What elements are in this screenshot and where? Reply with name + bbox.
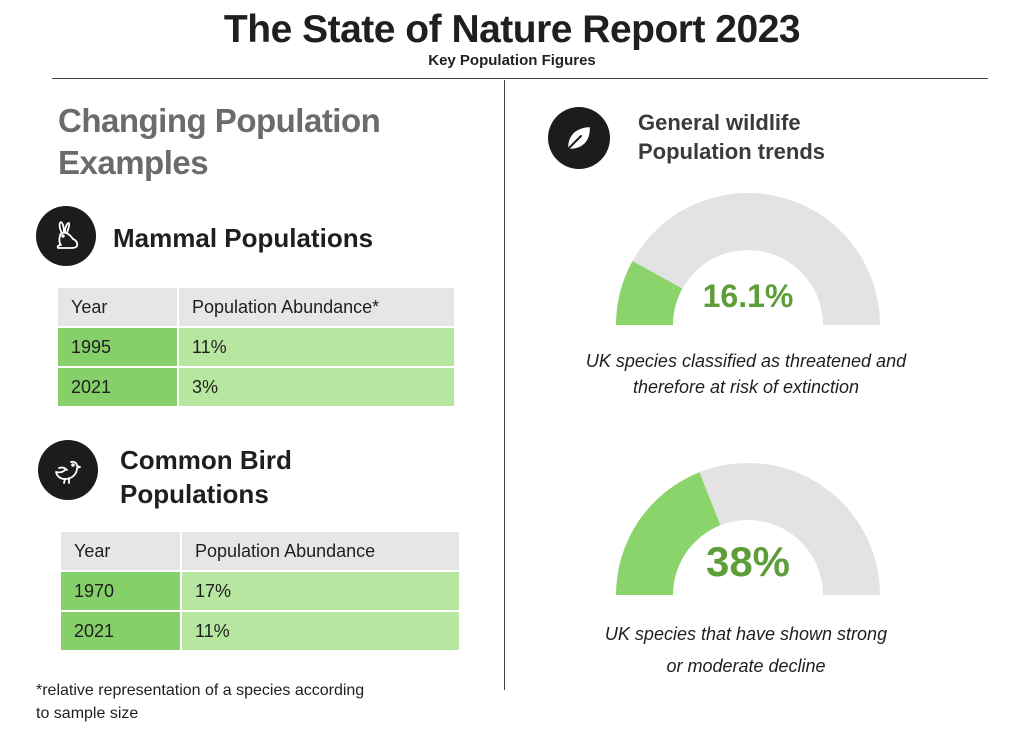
mammal-heading: Mammal Populations [113,223,374,253]
decline-caption-line2: or moderate decline [666,656,826,676]
bird-icon [38,440,98,500]
decline-caption: UK species that have shown strong or mod… [540,618,952,682]
threatened-caption-line2: therefore at risk of extinction [632,377,860,397]
bird-heading-line1: Common Bird [120,445,292,475]
abundance-cell: 17% [180,570,461,612]
rabbit-icon [36,206,96,266]
report-title: The State of Nature Report 2023 [223,8,801,51]
footnote-line2: to sample size [36,705,139,722]
column-divider [504,80,505,690]
gauge-track [632,192,880,325]
decline-gauge-value: 38% [705,538,791,585]
column-header-abundance: Population Abundance [180,530,461,572]
gauge-fill [616,261,683,325]
table-header-row: Year Population Abundance [59,530,461,572]
year-cell: 1970 [59,570,182,612]
decline-caption-line1: UK species that have shown strong [604,624,888,644]
gauge-fill [616,472,721,595]
threatened-gauge [616,192,880,325]
bird-table: Year Population Abundance 1970 17% 2021 … [59,530,461,652]
table-row: 2021 3% [56,366,456,408]
gauge-track [699,463,880,595]
year-cell: 2021 [56,366,179,408]
footnote-line1: *relative representation of a species ac… [36,682,365,699]
year-cell: 2021 [59,610,182,652]
report-subtitle: Key Population Figures [428,52,596,69]
threatened-caption: UK species classified as threatened and … [540,348,952,400]
trends-heading-line1: General wildlife [638,110,801,135]
footnote: *relative representation of a species ac… [36,679,466,725]
section-heading: Changing Population Examples [58,100,478,184]
header-divider [52,78,988,79]
trends-heading-line2: Population trends [638,139,825,164]
year-cell: 1995 [56,326,179,368]
table-row: 1970 17% [59,570,461,612]
column-header-year: Year [56,286,179,328]
table-row: 2021 11% [59,610,461,652]
mammal-table: Year Population Abundance* 1995 11% 2021… [56,286,456,408]
trends-heading: General wildlife Population trends [638,108,968,166]
threatened-caption-line1: UK species classified as threatened and [585,351,907,371]
threatened-gauge-value: 16.1% [702,278,794,314]
column-header-abundance: Population Abundance* [177,286,456,328]
table-header-row: Year Population Abundance* [56,286,456,328]
leaf-icon [548,107,610,169]
section-heading-line1: Changing Population [58,102,381,139]
abundance-cell: 11% [177,326,456,368]
decline-gauge [616,463,880,595]
column-header-year: Year [59,530,182,572]
bird-heading: Common Bird Populations [120,443,292,511]
abundance-cell: 3% [177,366,456,408]
section-heading-line2: Examples [58,144,209,181]
abundance-cell: 11% [180,610,461,652]
bird-heading-line2: Populations [120,479,269,509]
table-row: 1995 11% [56,326,456,368]
